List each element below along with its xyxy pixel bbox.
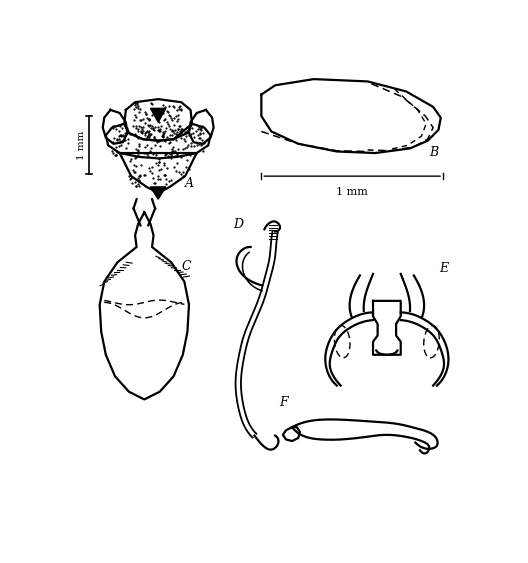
Text: 1 mm: 1 mm bbox=[77, 130, 86, 160]
Text: E: E bbox=[439, 262, 448, 275]
Text: F: F bbox=[279, 396, 288, 409]
Polygon shape bbox=[150, 187, 166, 199]
Text: D: D bbox=[233, 218, 243, 231]
Text: A: A bbox=[185, 177, 194, 190]
Text: B: B bbox=[429, 146, 438, 159]
Text: C: C bbox=[181, 260, 191, 273]
Polygon shape bbox=[150, 108, 166, 122]
Text: 1 mm: 1 mm bbox=[336, 187, 368, 197]
